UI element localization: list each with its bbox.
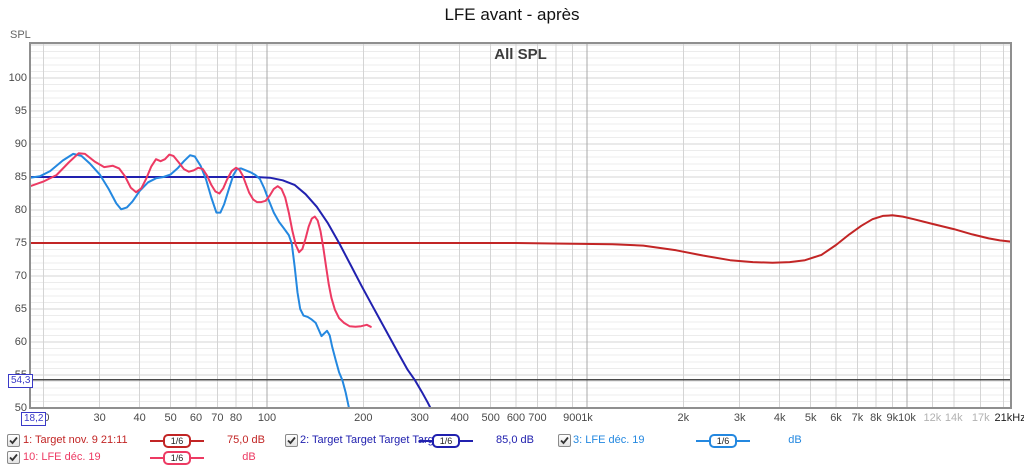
x-tick-label: 600 <box>506 412 526 424</box>
smoothing-button[interactable]: 1/6 <box>696 434 750 448</box>
y-tick-label: 50 <box>14 402 27 414</box>
trace-line-icon <box>460 440 473 442</box>
legend-value: 85,0 dB <box>496 434 534 446</box>
legend-value: 75,0 dB <box>227 434 265 446</box>
x-tick-label: 6k <box>830 412 842 424</box>
trace-line-icon <box>696 440 709 442</box>
legend-entry-2[interactable]: 2: Target Target Target Target T 1/6 85,0 … <box>0 433 1024 449</box>
smoothing-value: 1/6 <box>163 451 191 465</box>
y-tick-label: 90 <box>14 138 27 150</box>
cursor-spl-readout: 54,3 <box>8 374 34 388</box>
y-tick-label: 60 <box>14 336 27 348</box>
plot-background <box>30 43 1011 408</box>
legend-label: 3: LFE déc. 19 <box>573 434 645 446</box>
cursor-freq-readout: 18,2 <box>21 412 47 426</box>
trace-line-icon <box>737 440 750 442</box>
y-tick-label: 85 <box>14 171 27 183</box>
x-tick-label: 80 <box>229 412 243 424</box>
legend-label: 1: Target nov. 9 21:11 <box>23 434 128 446</box>
check-icon <box>9 436 18 445</box>
x-tick-label: 1k <box>581 412 593 424</box>
x-tick-label: 17k <box>971 412 990 424</box>
x-tick-label: 50 <box>164 412 177 424</box>
x-tick-label: 100 <box>257 412 277 424</box>
trace-line-icon <box>150 457 163 459</box>
legend-label: 2: Target Target Target Target T <box>300 434 453 446</box>
legend-value: dB <box>788 434 802 446</box>
x-tick-label: 8k <box>870 412 882 424</box>
smoothing-button[interactable]: 1/6 <box>150 451 204 465</box>
smoothing-button[interactable]: 1/6 <box>419 434 473 448</box>
y-tick-label: 100 <box>8 72 27 84</box>
legend-value: dB <box>242 451 256 463</box>
trace-10 <box>30 152 372 328</box>
trace-line-icon <box>150 440 163 442</box>
plot-frame <box>29 42 1012 409</box>
check-icon <box>287 436 296 445</box>
y-tick-label: 70 <box>14 270 27 282</box>
trace-line-icon <box>191 440 204 442</box>
legend-entry-1[interactable]: 1: Target nov. 9 21:11 1/6 75,0 dB <box>0 433 1024 449</box>
measurement-checkbox[interactable] <box>558 434 571 447</box>
legend-entry-3[interactable]: 3: LFE déc. 19 1/6 dB <box>0 433 1024 449</box>
x-tick-label: 40 <box>133 412 146 424</box>
legend-entry-10[interactable]: 10: LFE déc. 19 1/6 dB <box>0 450 1024 466</box>
measurement-checkbox[interactable] <box>285 434 298 447</box>
x-tick-label: 500 <box>481 412 500 424</box>
x-tick-label: 3k <box>733 412 746 424</box>
x-tick-label: 70 <box>211 412 224 424</box>
plot-title: All SPL <box>494 46 547 63</box>
trace-1 <box>30 214 1011 264</box>
x-tick-label: 300 <box>410 412 429 424</box>
x-tick-label: 60 <box>189 412 203 424</box>
trace-line-icon <box>419 440 432 442</box>
x-tick-label: 21kHz <box>994 412 1024 424</box>
x-tick-label: 700 <box>528 412 547 424</box>
x-tick-label: 400 <box>450 412 469 424</box>
legend-label: 10: LFE déc. 19 <box>23 451 101 463</box>
x-tick-label: 30 <box>93 412 106 424</box>
x-tick-label: 9k <box>886 412 899 424</box>
y-tick-label: 75 <box>14 237 27 249</box>
check-icon <box>560 436 569 445</box>
trace-2 <box>30 176 432 408</box>
x-tick-label: 200 <box>354 412 373 424</box>
x-tick-label: 14k <box>944 412 963 424</box>
spl-axis-label: SPL <box>10 29 31 41</box>
legend: 1: Target nov. 9 21:11 1/6 75,0 dB 2: Targe… <box>0 430 1024 469</box>
x-tick-label: 4k <box>773 412 786 424</box>
window-title: LFE avant - après <box>444 5 580 24</box>
x-tick-label: 10k <box>898 412 916 424</box>
x-tick-label: 7k <box>851 412 864 424</box>
x-tick-label: 12k <box>923 412 942 424</box>
trace-line-icon <box>191 457 204 459</box>
y-tick-label: 80 <box>14 204 27 216</box>
x-tick-label: 5k <box>804 412 817 424</box>
check-icon <box>9 453 18 462</box>
y-tick-label: 65 <box>14 303 27 315</box>
smoothing-value: 1/6 <box>432 434 460 448</box>
measurement-checkbox[interactable] <box>7 434 20 447</box>
smoothing-value: 1/6 <box>709 434 737 448</box>
smoothing-value: 1/6 <box>163 434 191 448</box>
y-tick-label: 95 <box>14 105 27 117</box>
measurement-checkbox[interactable] <box>7 451 20 464</box>
x-tick-label: 900 <box>563 412 582 424</box>
smoothing-button[interactable]: 1/6 <box>150 434 204 448</box>
x-tick-label: 2k <box>677 412 690 424</box>
